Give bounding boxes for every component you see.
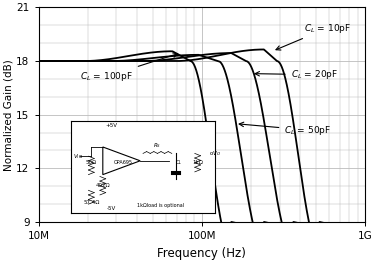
Text: $C_L$ = 100pF: $C_L$ = 100pF	[80, 53, 177, 83]
Y-axis label: Normalized Gain (dB): Normalized Gain (dB)	[3, 59, 14, 171]
Text: $C_L$ = 20pF: $C_L$ = 20pF	[255, 68, 338, 81]
Text: $C_L$ = 50pF: $C_L$ = 50pF	[239, 122, 331, 136]
X-axis label: Frequency (Hz): Frequency (Hz)	[158, 246, 246, 260]
Text: $C_L$ = 10pF: $C_L$ = 10pF	[276, 22, 351, 50]
